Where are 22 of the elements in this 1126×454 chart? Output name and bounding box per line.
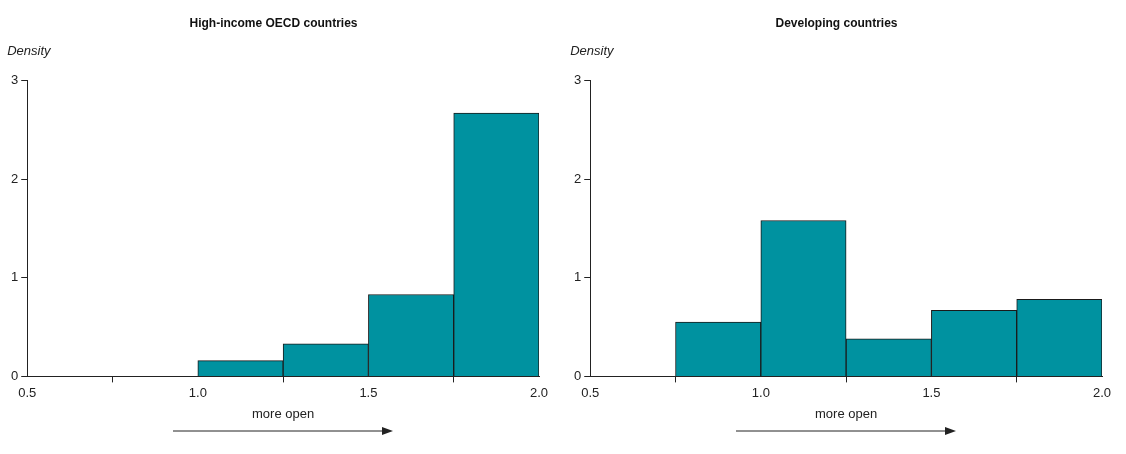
chart-title: Developing countries (775, 15, 898, 30)
x-tick-label: 0.5 (581, 384, 600, 400)
y-tick-label: 3 (574, 71, 582, 87)
x-tick-label: 1.0 (188, 384, 207, 400)
chart-title: High-income OECD countries (189, 15, 358, 30)
x-tick-label: 2.0 (529, 384, 549, 400)
x-tick-label: 1.0 (751, 384, 770, 400)
x-tick-label: 0.5 (18, 384, 37, 400)
y-tick-label: 2 (11, 170, 19, 186)
y-tick-label: 0 (11, 367, 19, 383)
y-tick-label: 2 (574, 170, 582, 186)
y-axis-title: Density (7, 43, 53, 59)
y-axis-title: Density (570, 43, 616, 59)
y-tick-label: 3 (11, 71, 19, 87)
y-tick-label: 1 (11, 269, 19, 285)
x-axis-title: more open (815, 406, 878, 422)
x-tick-label: 1.5 (359, 384, 378, 400)
x-tick-label: 1.5 (922, 384, 941, 400)
y-tick-label: 1 (574, 269, 582, 285)
x-tick-label: 2.0 (1092, 384, 1112, 400)
y-tick-label: 0 (574, 367, 582, 383)
x-axis-title: more open (252, 406, 315, 422)
